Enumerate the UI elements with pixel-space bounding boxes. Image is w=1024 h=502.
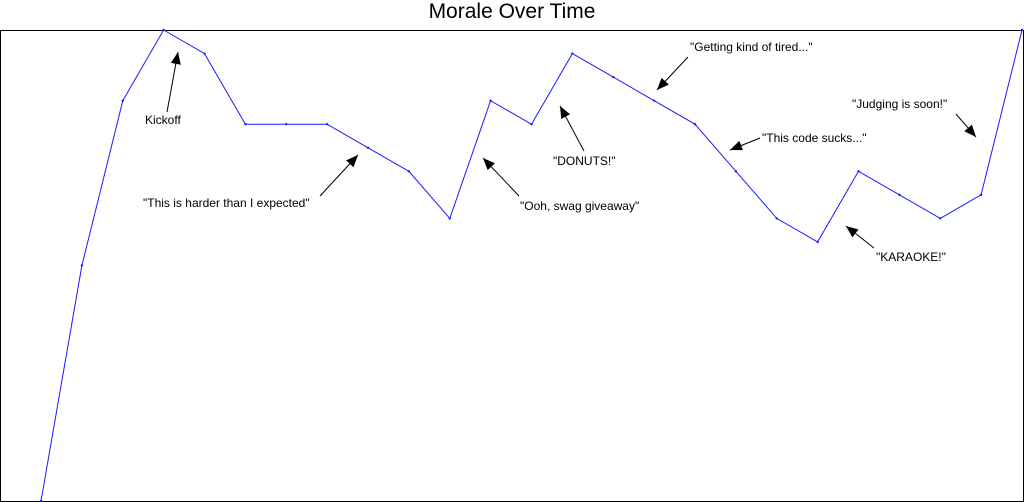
annotation-3: "DONUTS!" [553,105,616,168]
data-point-0 [39,499,43,502]
annotation-label: "Judging is soon!" [852,97,947,111]
data-point-5 [244,123,247,126]
annotation-0: Kickoff [145,51,181,127]
data-point-14 [612,75,615,79]
annotation-4: "Getting kind of tired..." [656,40,813,91]
annotation-1: "This is harder than I expected" [143,154,359,210]
annotation-arrowhead [657,77,669,90]
data-point-3 [162,28,165,32]
data-point-11 [489,99,492,102]
annotation-arrowhead [346,155,358,168]
data-point-7 [325,123,329,126]
data-point-21 [898,193,901,197]
annotation-label: "Getting kind of tired..." [690,40,813,54]
annotation-arrowhead [560,106,571,119]
data-point-23 [979,193,983,197]
annotation-label: "This code sucks..." [762,131,867,145]
annotation-6: "KARAOKE!" [845,225,946,264]
annotation-arrowhead [483,158,495,171]
annotation-label: "KARAOKE!" [876,250,946,264]
data-point-20 [857,170,860,173]
data-point-16 [693,123,697,126]
data-point-18 [775,217,778,220]
annotation-arrowhead [846,226,859,238]
data-point-10 [448,217,451,220]
data-point-22 [939,217,942,220]
data-point-9 [407,170,411,173]
data-point-17 [734,170,738,173]
data-point-1 [80,264,84,267]
chart-title: Morale Over Time [429,0,596,23]
data-point-4 [203,52,206,55]
data-point-8 [366,146,370,149]
annotation-label: "Ooh, swag giveaway" [520,199,639,213]
data-points [39,28,1024,502]
annotation-label: Kickoff [145,113,181,127]
annotation-7: "Judging is soon!" [852,97,977,138]
annotation-label: "DONUTS!" [553,154,616,168]
annotation-5: "This code sucks..." [729,131,867,151]
annotation-label: "This is harder than I expected" [143,196,310,210]
annotations: Kickoff "This is harder than I expected" "… [143,40,977,264]
data-point-19 [816,240,819,244]
annotation-arrowhead [730,140,743,151]
data-point-2 [121,99,124,102]
annotation-arrowhead [964,124,976,137]
data-point-12 [530,123,533,126]
annotation-2: "Ooh, swag giveaway" [482,157,639,213]
data-point-24 [1020,28,1024,32]
data-point-13 [571,52,574,55]
annotation-arrowhead [170,52,181,65]
data-point-15 [652,99,656,102]
data-point-6 [285,123,288,126]
